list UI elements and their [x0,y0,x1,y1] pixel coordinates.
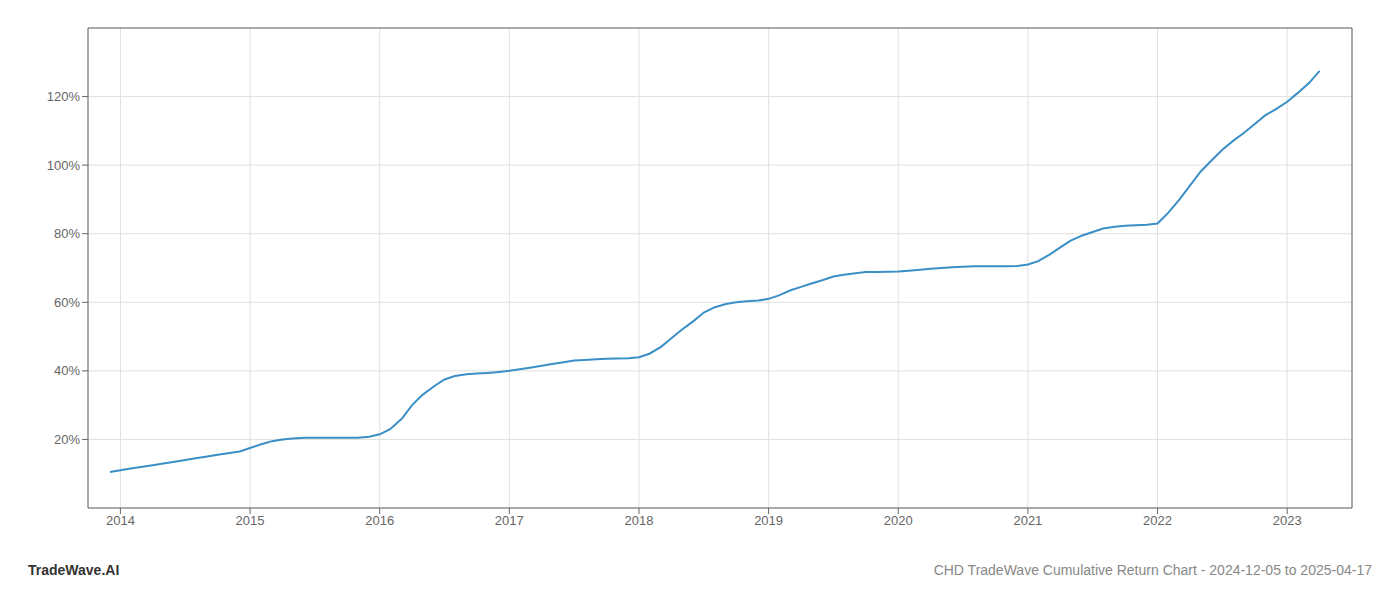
svg-text:100%: 100% [47,158,81,173]
svg-text:60%: 60% [54,295,80,310]
svg-text:2018: 2018 [625,513,654,528]
svg-text:2022: 2022 [1143,513,1172,528]
svg-text:2020: 2020 [884,513,913,528]
svg-text:2023: 2023 [1273,513,1302,528]
svg-text:20%: 20% [54,432,80,447]
html-text:CHD TradeWave Cumulative Retur: CHD TradeWave Cumulative Return Chart - … [933,562,1372,578]
svg-text:80%: 80% [54,226,80,241]
svg-text:2017: 2017 [495,513,524,528]
svg-text:2021: 2021 [1013,513,1042,528]
html-text:TradeWave.AI: TradeWave.AI [28,562,120,578]
svg-text:120%: 120% [47,89,81,104]
svg-text:2016: 2016 [365,513,394,528]
svg-text:2014: 2014 [106,513,135,528]
svg-text:2019: 2019 [754,513,783,528]
svg-text:2015: 2015 [236,513,265,528]
svg-text:40%: 40% [54,363,80,378]
